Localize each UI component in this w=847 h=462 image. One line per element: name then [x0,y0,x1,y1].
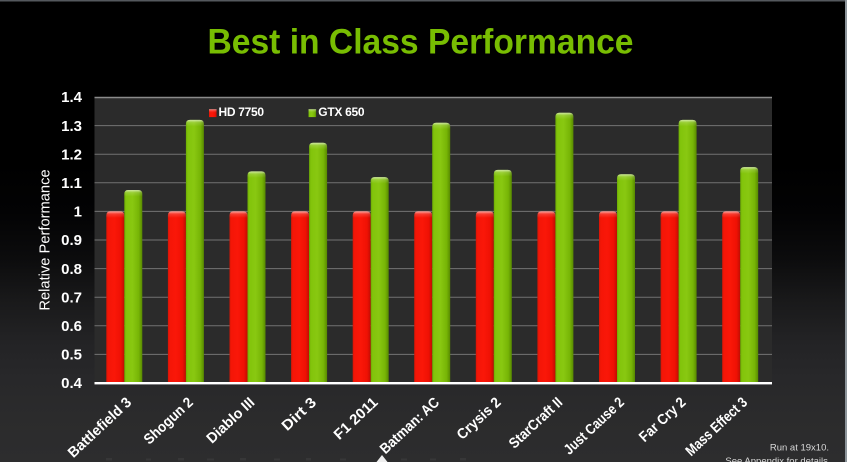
svg-text:Battlefield 3: Battlefield 3 [65,395,135,462]
svg-text:Just Cause 2: Just Cause 2 [561,395,627,459]
svg-text:Shogun 2: Shogun 2 [141,395,197,448]
svg-text:Dirt 3: Dirt 3 [279,395,320,435]
svg-text:HD 7750: HD 7750 [219,105,265,119]
svg-text:1.2: 1.2 [61,146,82,163]
svg-text:0.4: 0.4 [61,375,83,392]
svg-text:Far Cry 2: Far Cry 2 [636,395,689,446]
svg-text:Run at 19x10.: Run at 19x10. [770,443,829,454]
svg-text:0.6: 0.6 [61,318,82,335]
svg-text:Diablo III: Diablo III [204,395,258,447]
svg-text:See Appendix for details.: See Appendix for details. [725,456,830,462]
svg-text:Mass Effect 3: Mass Effect 3 [683,395,751,460]
svg-text:StarCraft II: StarCraft II [506,395,566,452]
svg-text:GTX 650: GTX 650 [318,105,365,119]
svg-text:0.7: 0.7 [61,289,82,306]
svg-text:0.9: 0.9 [61,232,82,249]
svg-text:Best in Class Performance: Best in Class Performance [208,22,634,62]
svg-text:1.3: 1.3 [61,118,82,135]
svg-text:Batman: AC: Batman: AC [377,394,443,457]
svg-text:1: 1 [74,204,82,221]
svg-text:0.5: 0.5 [61,347,82,364]
svg-text:F1 2011: F1 2011 [331,395,381,444]
svg-text:0.8: 0.8 [61,261,82,278]
svg-text:Crysis 2: Crysis 2 [454,395,504,444]
svg-text:1.4: 1.4 [61,89,83,106]
svg-text:1.1: 1.1 [61,175,82,192]
svg-text:Relative Performance: Relative Performance [38,169,54,310]
